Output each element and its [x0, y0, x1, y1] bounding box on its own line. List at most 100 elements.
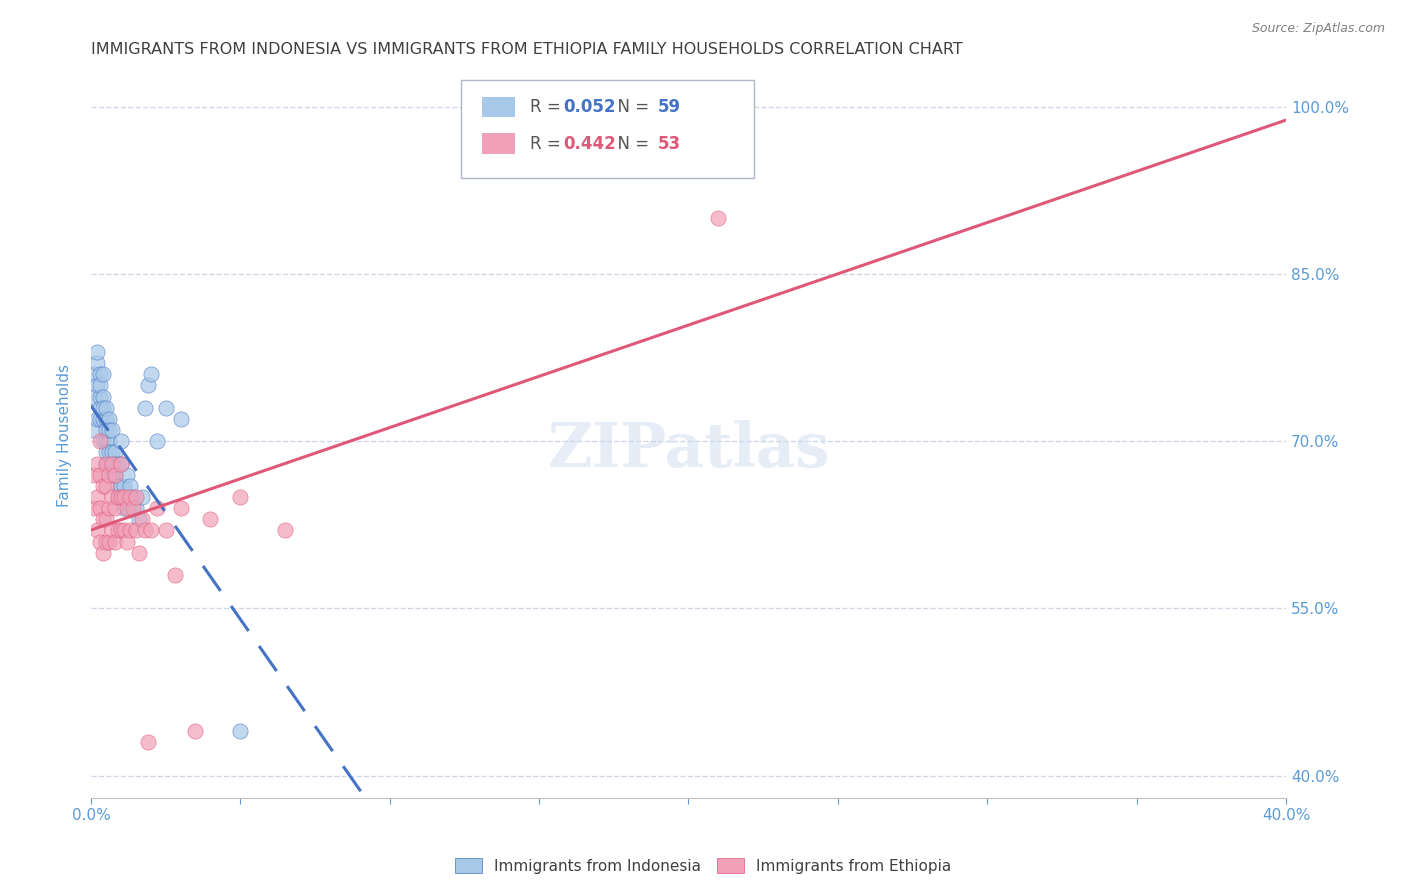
- Point: [94, 457, 117, 471]
- Point: [83, 390, 105, 404]
- Point: [707, 211, 730, 226]
- Text: N =: N =: [607, 135, 655, 153]
- Point: [101, 445, 124, 459]
- Text: ZIPatlas: ZIPatlas: [547, 420, 830, 480]
- Point: [97, 434, 120, 449]
- Point: [229, 724, 252, 739]
- Point: [91, 434, 114, 449]
- Point: [101, 467, 124, 482]
- Point: [94, 457, 117, 471]
- Point: [136, 735, 159, 749]
- Point: [110, 479, 132, 493]
- Point: [97, 412, 120, 426]
- Point: [112, 490, 135, 504]
- Text: Source: ZipAtlas.com: Source: ZipAtlas.com: [1251, 22, 1385, 36]
- Point: [104, 534, 127, 549]
- Point: [86, 356, 108, 370]
- Point: [86, 524, 108, 538]
- Point: [101, 490, 124, 504]
- Point: [91, 368, 114, 382]
- Point: [107, 457, 129, 471]
- Point: [134, 401, 156, 415]
- Point: [155, 524, 177, 538]
- Point: [200, 512, 222, 526]
- Point: [94, 534, 117, 549]
- Point: [118, 490, 141, 504]
- Point: [97, 501, 120, 516]
- Point: [89, 467, 111, 482]
- Point: [118, 479, 141, 493]
- Point: [86, 490, 108, 504]
- Point: [89, 378, 111, 392]
- Point: [125, 524, 148, 538]
- Point: [94, 423, 117, 437]
- Point: [89, 390, 111, 404]
- Point: [110, 457, 132, 471]
- Point: [115, 501, 138, 516]
- Point: [94, 512, 117, 526]
- Point: [110, 457, 132, 471]
- Point: [145, 501, 167, 516]
- Point: [115, 534, 138, 549]
- Point: [121, 490, 143, 504]
- Point: [94, 445, 117, 459]
- Point: [91, 512, 114, 526]
- Legend: Immigrants from Indonesia, Immigrants from Ethiopia: Immigrants from Indonesia, Immigrants fr…: [449, 852, 957, 880]
- Point: [97, 423, 120, 437]
- Y-axis label: Family Households: Family Households: [58, 364, 72, 508]
- Point: [101, 524, 124, 538]
- Point: [104, 445, 127, 459]
- Point: [110, 524, 132, 538]
- Point: [86, 345, 108, 359]
- Point: [97, 445, 120, 459]
- Point: [107, 524, 129, 538]
- Point: [112, 501, 135, 516]
- Point: [104, 467, 127, 482]
- Point: [89, 412, 111, 426]
- Bar: [482, 97, 515, 118]
- Point: [184, 724, 207, 739]
- Point: [89, 534, 111, 549]
- Point: [110, 490, 132, 504]
- Point: [115, 467, 138, 482]
- Point: [94, 412, 117, 426]
- Point: [118, 501, 141, 516]
- Point: [83, 368, 105, 382]
- Point: [131, 490, 153, 504]
- Point: [97, 467, 120, 482]
- Point: [118, 524, 141, 538]
- Point: [104, 457, 127, 471]
- Point: [91, 390, 114, 404]
- Point: [104, 467, 127, 482]
- Point: [107, 479, 129, 493]
- Text: R =: R =: [530, 98, 565, 116]
- Point: [134, 524, 156, 538]
- FancyBboxPatch shape: [461, 80, 754, 178]
- Text: N =: N =: [607, 98, 655, 116]
- Point: [139, 524, 162, 538]
- Point: [115, 490, 138, 504]
- Point: [91, 479, 114, 493]
- Point: [125, 490, 148, 504]
- Point: [274, 524, 297, 538]
- Point: [110, 434, 132, 449]
- Point: [89, 401, 111, 415]
- Point: [107, 490, 129, 504]
- Point: [101, 457, 124, 471]
- Point: [86, 378, 108, 392]
- Text: 0.052: 0.052: [562, 98, 616, 116]
- Text: R =: R =: [530, 135, 565, 153]
- Point: [112, 524, 135, 538]
- Point: [97, 457, 120, 471]
- Point: [91, 546, 114, 560]
- Point: [86, 457, 108, 471]
- Point: [91, 401, 114, 415]
- Point: [97, 534, 120, 549]
- Point: [94, 479, 117, 493]
- Point: [101, 457, 124, 471]
- Point: [94, 434, 117, 449]
- Point: [107, 490, 129, 504]
- Point: [89, 434, 111, 449]
- Text: 53: 53: [658, 135, 681, 153]
- Point: [131, 512, 153, 526]
